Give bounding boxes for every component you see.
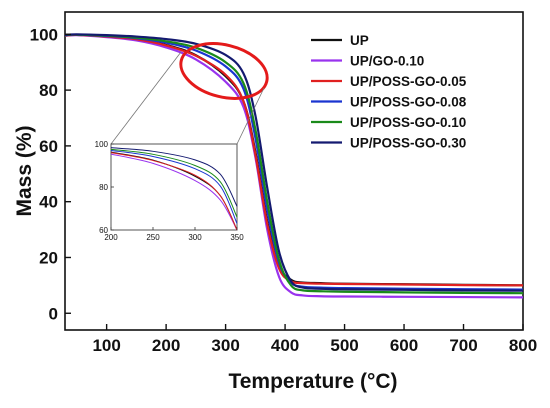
inset-y-tick-label: 80 — [99, 183, 108, 192]
legend-label-5: UP/POSS-GO-0.30 — [350, 136, 466, 151]
x-tick-label: 200 — [152, 336, 180, 355]
inset-x-tick-label: 250 — [146, 233, 160, 242]
inset-x-tick-label: 350 — [230, 233, 244, 242]
legend-label-4: UP/POSS-GO-0.10 — [350, 115, 466, 130]
y-tick-label: 0 — [49, 304, 58, 323]
y-tick-label: 20 — [39, 248, 58, 267]
legend-label-0: UP — [350, 33, 369, 48]
inset-x-tick-label: 200 — [104, 233, 118, 242]
main-plot-series — [64, 33, 524, 299]
inset-series-line-3 — [110, 149, 238, 224]
inset-series-line-2 — [110, 152, 238, 231]
inset-series-line-1 — [110, 153, 238, 231]
zoom-connector-right — [236, 87, 265, 145]
y-tick-label: 100 — [30, 25, 58, 44]
inset-y-tick-label: 60 — [99, 226, 108, 235]
x-tick-label: 100 — [92, 336, 120, 355]
inset-axes: 200 250 300 350 60 80 100 — [95, 140, 245, 242]
main-axes: 100 200 300 400 500 600 700 800 0 20 40 60 80 100 — [30, 25, 538, 355]
inset-series — [110, 147, 238, 231]
zoom-inset: 200 250 300 350 60 80 100 — [95, 140, 245, 242]
highlight-ellipse — [179, 42, 269, 100]
x-tick-label: 300 — [211, 336, 239, 355]
x-tick-label: 700 — [449, 336, 477, 355]
legend: UP UP/GO-0.10 UP/POSS-GO-0.05 UP/POSS-GO-0.… — [311, 33, 467, 151]
zoom-connector-left — [110, 51, 182, 145]
x-tick-label: 600 — [390, 336, 418, 355]
inset-series-line-5 — [110, 147, 238, 207]
inset-x-tick-label: 300 — [188, 233, 202, 242]
x-tick-label: 800 — [509, 336, 537, 355]
x-axis-title: Temperature (°C) — [228, 370, 397, 393]
inset-y-tick-label: 100 — [95, 140, 109, 149]
inset-background — [110, 143, 238, 231]
y-tick-label: 60 — [39, 137, 58, 156]
legend-label-2: UP/POSS-GO-0.05 — [350, 74, 467, 89]
x-tick-label: 500 — [330, 336, 358, 355]
inset-series-line-4 — [110, 148, 238, 218]
legend-label-3: UP/POSS-GO-0.08 — [350, 95, 467, 110]
y-tick-label: 40 — [39, 193, 58, 212]
y-axis-title: Mass (%) — [13, 125, 36, 216]
x-tick-label: 400 — [271, 336, 299, 355]
y-tick-label: 80 — [39, 81, 58, 100]
series-line-5 — [64, 33, 524, 292]
legend-label-1: UP/GO-0.10 — [350, 54, 424, 69]
plot-frame — [64, 11, 524, 331]
